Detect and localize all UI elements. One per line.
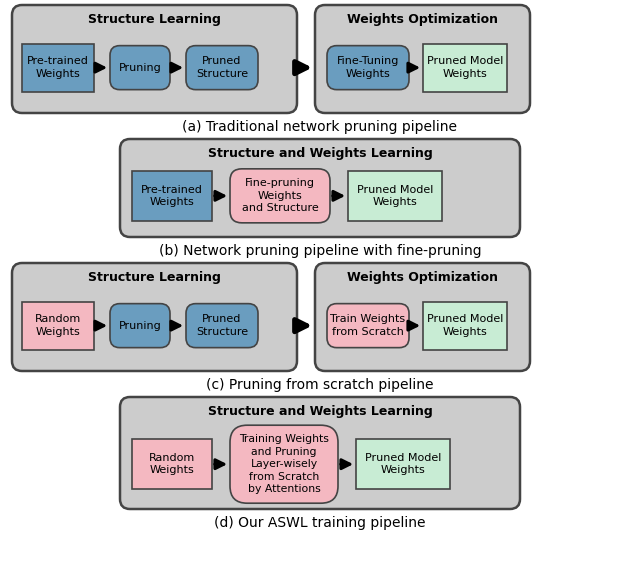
Text: Pruned Model
Weights: Pruned Model Weights (427, 315, 503, 337)
Text: Pruning: Pruning (118, 63, 161, 73)
FancyBboxPatch shape (315, 263, 530, 371)
FancyBboxPatch shape (230, 425, 338, 503)
Text: Pre-trained
Weights: Pre-trained Weights (27, 56, 89, 79)
Text: Pruned Model
Weights: Pruned Model Weights (427, 56, 503, 79)
Text: (c) Pruning from scratch pipeline: (c) Pruning from scratch pipeline (206, 378, 434, 392)
Text: Train Weights
from Scratch: Train Weights from Scratch (330, 315, 406, 337)
Text: Weights Optimization: Weights Optimization (347, 13, 498, 26)
Text: Structure Learning: Structure Learning (88, 271, 221, 284)
Text: Training Weights
and Pruning
Layer-wisely
from Scratch
by Attentions: Training Weights and Pruning Layer-wisel… (239, 434, 329, 494)
FancyBboxPatch shape (423, 302, 507, 350)
FancyBboxPatch shape (327, 303, 409, 348)
FancyBboxPatch shape (186, 303, 258, 348)
Text: Structure and Weights Learning: Structure and Weights Learning (207, 405, 433, 418)
Text: Random
Weights: Random Weights (149, 453, 195, 475)
FancyBboxPatch shape (12, 263, 297, 371)
Text: Weights Optimization: Weights Optimization (347, 271, 498, 284)
FancyBboxPatch shape (327, 46, 409, 90)
Text: (d) Our ASWL training pipeline: (d) Our ASWL training pipeline (214, 516, 426, 530)
FancyBboxPatch shape (110, 46, 170, 90)
FancyBboxPatch shape (230, 169, 330, 223)
Text: Pruned
Structure: Pruned Structure (196, 56, 248, 79)
FancyBboxPatch shape (132, 439, 212, 489)
FancyBboxPatch shape (22, 302, 94, 350)
FancyBboxPatch shape (356, 439, 450, 489)
Text: Pruned Model
Weights: Pruned Model Weights (357, 185, 433, 207)
FancyBboxPatch shape (423, 43, 507, 92)
Text: Pruned
Structure: Pruned Structure (196, 315, 248, 337)
FancyBboxPatch shape (315, 5, 530, 113)
FancyBboxPatch shape (186, 46, 258, 90)
Text: Pre-trained
Weights: Pre-trained Weights (141, 185, 203, 207)
FancyBboxPatch shape (110, 303, 170, 348)
Text: (a) Traditional network pruning pipeline: (a) Traditional network pruning pipeline (182, 120, 458, 134)
FancyBboxPatch shape (348, 171, 442, 221)
FancyBboxPatch shape (22, 43, 94, 92)
Text: (b) Network pruning pipeline with fine-pruning: (b) Network pruning pipeline with fine-p… (159, 244, 481, 258)
Text: Pruned Model
Weights: Pruned Model Weights (365, 453, 441, 475)
FancyBboxPatch shape (132, 171, 212, 221)
FancyBboxPatch shape (120, 397, 520, 509)
Text: Fine-pruning
Weights
and Structure: Fine-pruning Weights and Structure (242, 178, 318, 213)
Text: Fine-Tuning
Weights: Fine-Tuning Weights (337, 56, 399, 79)
Text: Random
Weights: Random Weights (35, 315, 81, 337)
Text: Structure and Weights Learning: Structure and Weights Learning (207, 147, 433, 160)
Text: Pruning: Pruning (118, 321, 161, 330)
FancyBboxPatch shape (12, 5, 297, 113)
Text: Structure Learning: Structure Learning (88, 13, 221, 26)
FancyBboxPatch shape (120, 139, 520, 237)
